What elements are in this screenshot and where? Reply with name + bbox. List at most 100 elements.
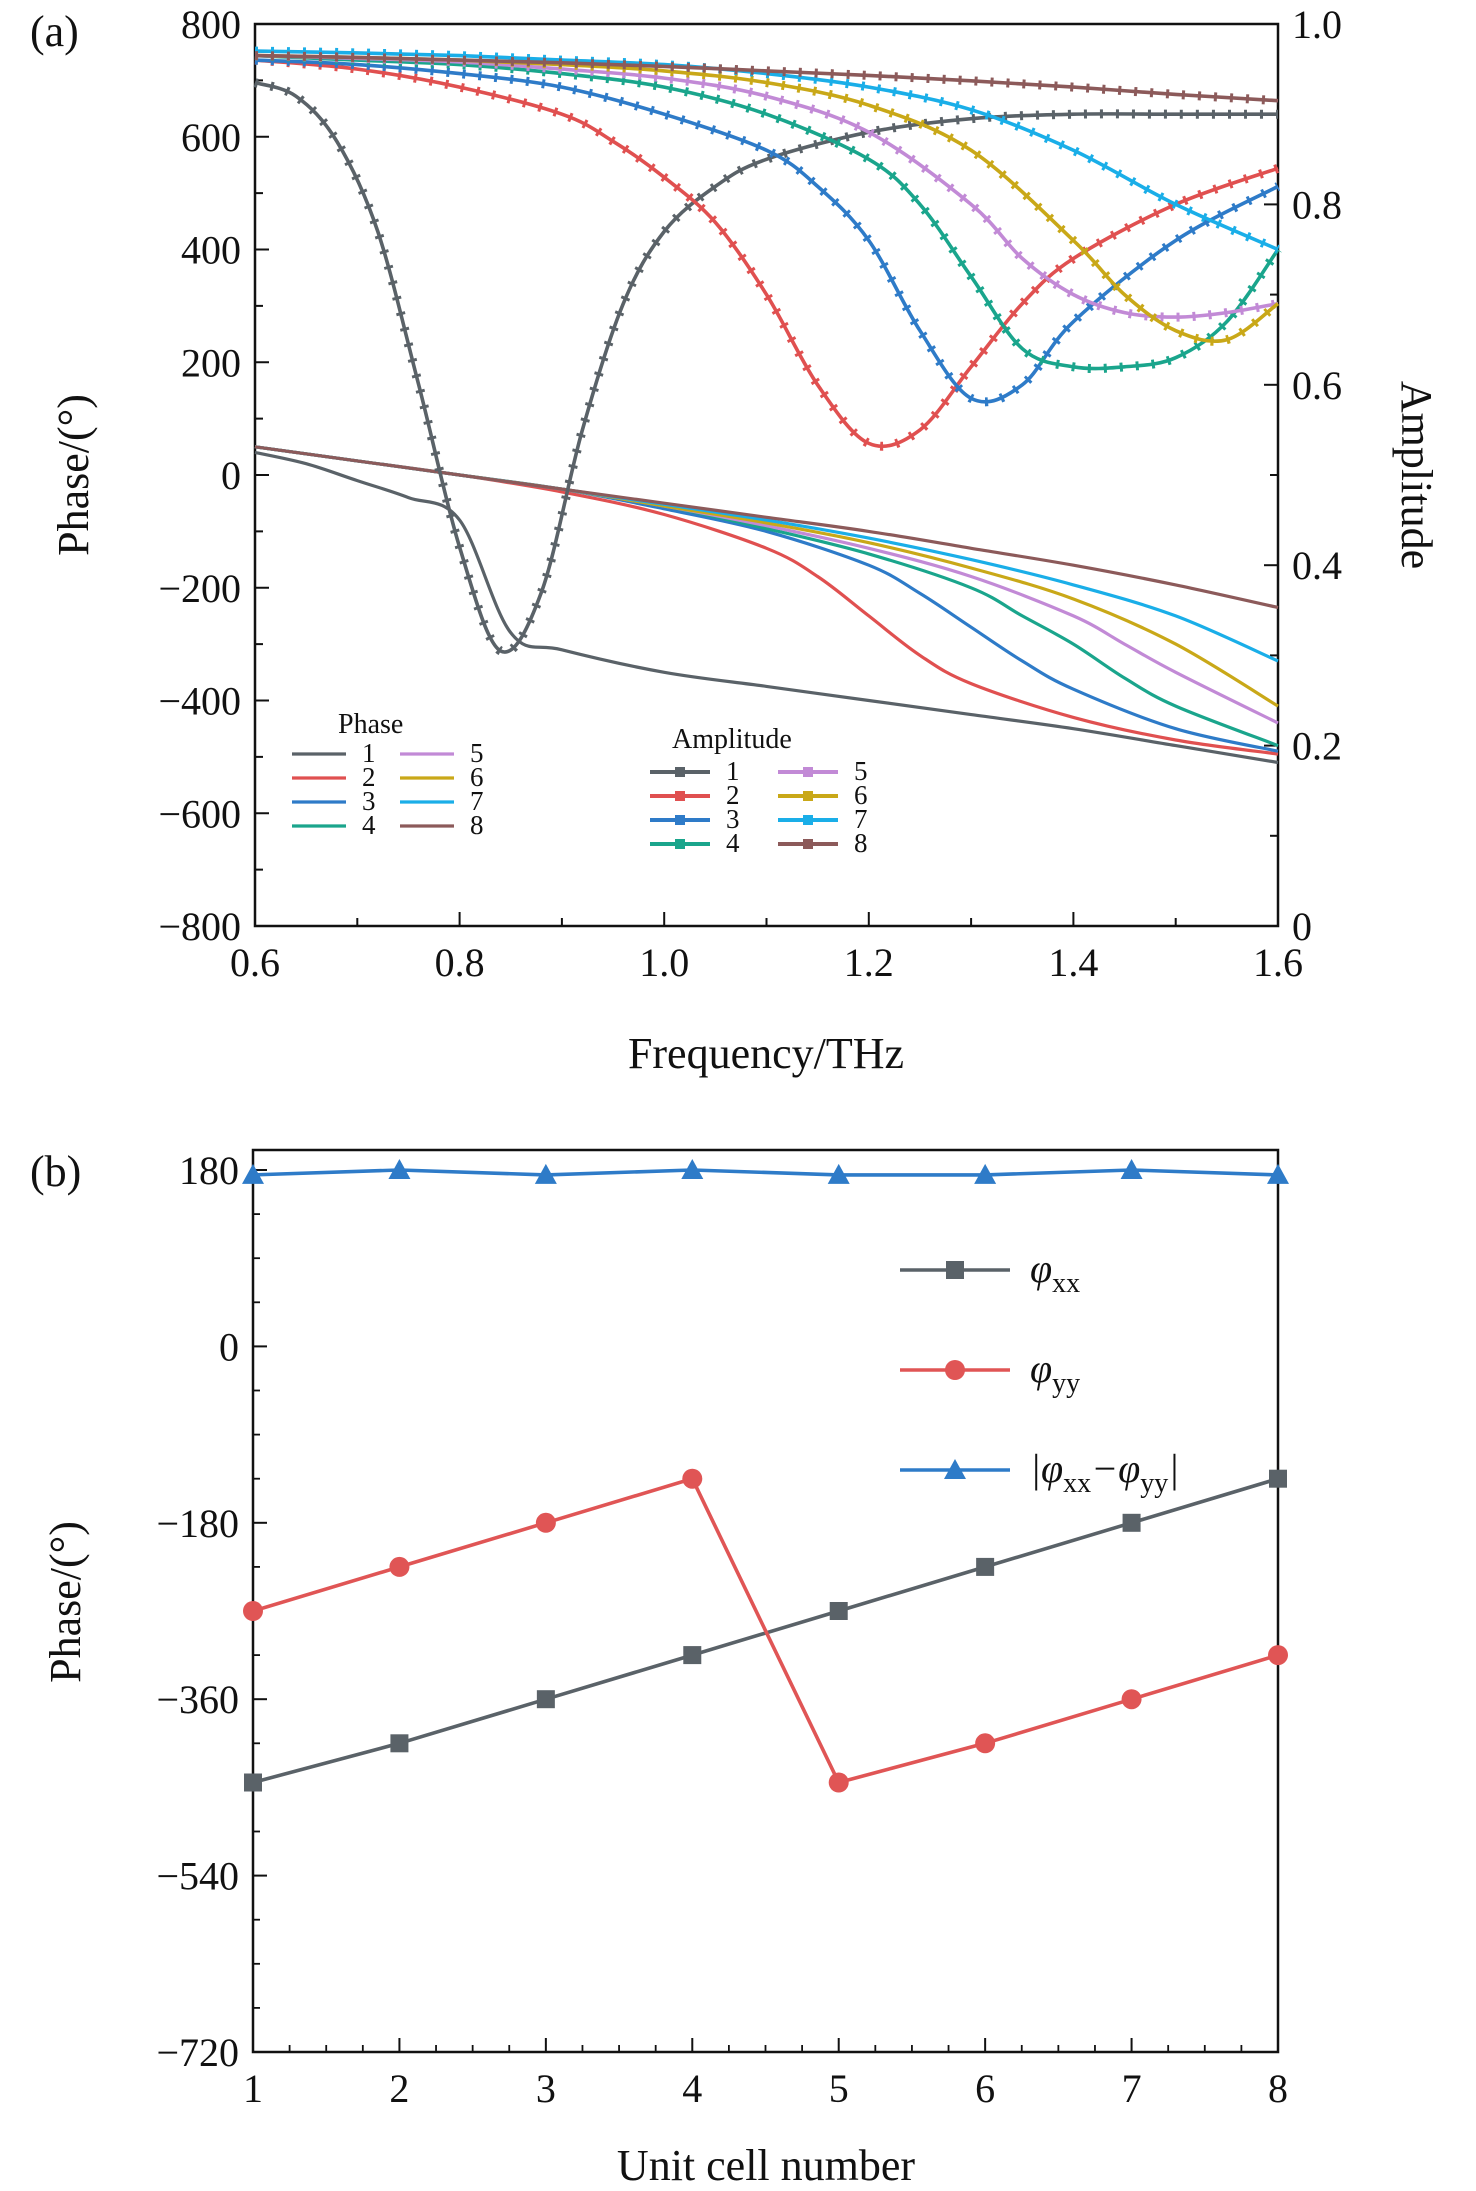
panel-b-x-tick-label: 6	[975, 2066, 995, 2111]
series-3-point-1	[242, 1163, 264, 1184]
panel-b-series	[242, 1159, 1289, 1793]
amplitude-legend-marker-5	[803, 767, 813, 777]
panel-a-y-tick-label: −400	[158, 679, 241, 724]
amplitude-legend-label-6: 6	[854, 780, 868, 810]
panel-b-y-tick-label: −720	[156, 2030, 239, 2075]
panel-a-y2-tick-label: 0.2	[1292, 724, 1342, 769]
legend-label-2: φyy	[1030, 1346, 1080, 1399]
phase-series-5-line	[254, 445, 1279, 725]
phase-legend-title: Phase	[338, 709, 403, 740]
series-3-point-3	[534, 1163, 557, 1184]
amplitude-legend-label-4: 4	[726, 828, 740, 858]
amplitude-series-8-markers	[254, 51, 1279, 106]
phase-legend-label-5: 5	[470, 738, 484, 768]
panel-a-x-tick-label: 0.8	[435, 940, 485, 985]
amplitude-legend-label-1: 1	[726, 756, 740, 786]
series-1-point-4	[683, 1646, 702, 1665]
panel-b-y-tick-label: −360	[156, 1677, 239, 1722]
phase-legend-label-8: 8	[470, 810, 484, 840]
series-3-point-2	[388, 1159, 411, 1179]
panel-a-y2-tick-label: 0.8	[1292, 182, 1342, 227]
panel-b-y-tick-label: 180	[179, 1148, 239, 1193]
panel-b-unit-cell-chart: (b) 1 2 3 4 5 6 7 8 180 0 −180 −360 −540 −720 φxx φyy |…	[30, 1147, 1289, 2190]
amplitude-legend-label-3: 3	[726, 804, 740, 834]
series-1-point-6	[976, 1557, 995, 1576]
series-1-point-5	[829, 1602, 848, 1620]
series-3-point-4	[681, 1159, 704, 1179]
amplitude-legend-marker-4	[675, 839, 685, 849]
panel-b-x-tick-label: 8	[1268, 2066, 1288, 2111]
panel-b-label: (b)	[30, 1147, 81, 1196]
series-1-point-7	[1122, 1513, 1141, 1532]
amplitude-series-4-markers	[254, 51, 1282, 374]
panel-a-x-tick-label: 1.0	[639, 940, 689, 985]
amplitude-series-4-line	[254, 53, 1280, 371]
panel-a-y-tick-label: 0	[221, 453, 241, 498]
phase-series-1-line	[254, 450, 1279, 765]
panel-b-x-tick-label: 1	[243, 2066, 263, 2111]
panel-b-y-tick-label: −540	[156, 1854, 239, 1899]
amplitude-legend-title: Amplitude	[672, 724, 792, 755]
phase-series-6-line	[254, 445, 1279, 708]
phase-legend-label-2: 2	[362, 762, 376, 792]
legend-label-3: |φxx−φyy|	[1030, 1446, 1179, 1499]
panel-a-y-tick-label: 600	[181, 115, 241, 160]
series-2-point-2	[389, 1556, 410, 1577]
amplitude-series-3-line	[254, 58, 1279, 404]
amplitude-legend-label-7: 7	[854, 804, 868, 834]
panel-b-x-tick-label: 4	[682, 2066, 702, 2111]
series-3-line	[252, 1168, 1279, 1177]
panel-a-x-tick-label: 1.6	[1253, 940, 1303, 985]
amplitude-legend-marker-1	[675, 767, 685, 777]
panel-a-frequency-chart: (a) 0.6 0.8 1.0 1.2 1.4 1.6 800 600 400 200 0 −200 −…	[30, 2, 1441, 1078]
amplitude-legend-marker-7	[803, 815, 813, 825]
panel-a-phase-series	[254, 445, 1279, 765]
panel-a-x-tick-label: 1.4	[1048, 940, 1098, 985]
series-2-point-8	[1268, 1645, 1288, 1666]
panel-a-y-axis-title: Phase/(°)	[49, 394, 98, 556]
series-2-point-4	[682, 1468, 703, 1489]
series-1-point-2	[390, 1734, 409, 1753]
panel-a-x-tick-label: 0.6	[230, 940, 280, 985]
panel-a-x-tick-label: 1.2	[844, 940, 894, 985]
legend-marker-3	[944, 1459, 966, 1479]
series-1-point-1	[244, 1773, 262, 1792]
series-1-point-8	[1269, 1469, 1287, 1488]
panel-a-y-tick-label: 800	[181, 2, 241, 47]
series-2-line	[252, 1476, 1279, 1785]
panel-b-legend: φxx φyy |φxx−φyy|	[900, 1246, 1179, 1499]
panel-a-y2-tick-label: 0.6	[1292, 363, 1342, 408]
panel-b-y-axis-title: Phase/(°)	[41, 1521, 90, 1683]
panel-a-y-tick-label: −800	[158, 904, 241, 949]
amplitude-legend-label-2: 2	[726, 780, 740, 810]
series-3-point-7	[1120, 1159, 1143, 1179]
series-1-point-3	[536, 1690, 555, 1709]
amplitude-series-2-line	[254, 58, 1279, 449]
panel-b-x-tick-label: 7	[1122, 2066, 1142, 2111]
phase-legend-label-6: 6	[470, 762, 484, 792]
amplitude-series-2-markers	[254, 55, 1280, 451]
panel-b-y-tick-label: 0	[219, 1324, 239, 1369]
legend-marker-1	[946, 1261, 964, 1279]
series-2-point-5	[828, 1772, 849, 1793]
panel-a-y-tick-label: 400	[181, 228, 241, 273]
series-3-point-5	[827, 1163, 850, 1184]
phase-legend-label-4: 4	[362, 810, 376, 840]
series-2-point-3	[535, 1512, 556, 1533]
panel-a-amplitude-series	[253, 46, 1282, 657]
panel-b-ticks: 1 2 3 4 5 6 7 8 180 0 −180 −360 −540 −720	[156, 1148, 1288, 2111]
panel-a-y-tick-label: −600	[158, 791, 241, 836]
series-2-point-1	[243, 1601, 263, 1621]
amplitude-legend-marker-8	[803, 839, 813, 849]
series-3-point-6	[974, 1163, 997, 1184]
panel-a-y2-tick-label: 1.0	[1292, 2, 1342, 47]
panel-b-x-tick-label: 3	[536, 2066, 556, 2111]
panel-a-y2-axis-title: Amplitude	[1392, 381, 1441, 569]
panel-a-label: (a)	[30, 7, 79, 56]
legend-label-1: φxx	[1030, 1246, 1080, 1299]
phase-series-8-line	[254, 445, 1279, 610]
panel-a-y2-tick-label: 0.4	[1292, 543, 1342, 588]
panel-b-plot-frame	[251, 1148, 1280, 2054]
